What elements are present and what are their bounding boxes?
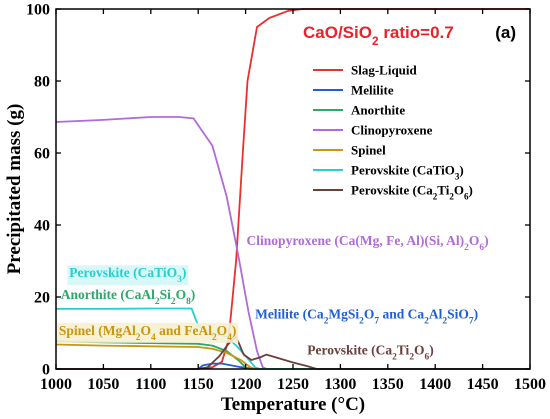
- legend-label-3: Clinopyroxene: [351, 123, 433, 138]
- annotation-box-spinel: [56, 322, 239, 343]
- legend-label-0: Slag-Liquid: [351, 63, 418, 78]
- series-line-4: [56, 343, 530, 370]
- legend-label-4: Spinel: [351, 143, 386, 158]
- x-tick-label-8: 1400: [419, 376, 451, 393]
- x-tick-label-5: 1250: [277, 376, 309, 393]
- y-tick-label-4: 80: [34, 74, 50, 91]
- x-axis-title: Temperature (°C): [221, 394, 365, 415]
- series-line-6: [56, 335, 530, 370]
- x-tick-label-6: 1300: [324, 376, 356, 393]
- annotation-melilite: Melilite (Ca2MgSi2O7 and Ca2Al2SiO7): [255, 307, 478, 327]
- series-line-3: [56, 116, 530, 370]
- y-axis-title: Precipitated mass (g): [4, 104, 25, 275]
- y-tick-label-0: 0: [42, 362, 50, 379]
- legend-label-6: Perovskite (Ca2Ti2O6): [351, 183, 473, 202]
- x-tick-label-4: 1200: [230, 376, 262, 393]
- annotations: Clinopyroxene (Ca(Mg, Fe, Al)(Si, Al)2O6…: [56, 233, 489, 363]
- annotation-anorthite: Anorthite (CaAl2Si2O8): [61, 287, 196, 307]
- series-line-0: [56, 8, 530, 370]
- x-tick-label-2: 1100: [135, 376, 166, 393]
- annotation-perovskite-ca2ti2o6: Perovskite (Ca2Ti2O6): [307, 343, 434, 363]
- x-tick-label-1: 1050: [87, 376, 119, 393]
- annotation-perovskite-catio3: Perovskite (CaTiO3): [69, 265, 186, 285]
- x-tick-label-3: 1150: [183, 376, 214, 393]
- x-tick-label-10: 1500: [514, 376, 546, 393]
- legend: Slag-Liquid Melilite Anorthite Clinopyroxen…: [313, 63, 473, 202]
- y-tick-label-5: 100: [26, 2, 50, 19]
- chart-title-text: CaO/SiO2 ratio=0.7: [303, 23, 454, 48]
- x-tick-label-0: 1000: [40, 376, 72, 393]
- legend-label-1: Melilite: [351, 83, 394, 98]
- annotation-spinel: Spinel (MgAl2O4 and FeAl2O4): [59, 323, 237, 343]
- annotation-box-perovskite-catio3: [67, 265, 189, 286]
- x-tick-label-7: 1350: [372, 376, 404, 393]
- panel-label: (a): [495, 23, 516, 42]
- x-tick-label-9: 1450: [467, 376, 499, 393]
- legend-label-2: Anorthite: [351, 103, 405, 118]
- chart-title: CaO/SiO2 ratio=0.7 (a): [303, 23, 516, 48]
- legend-label-5: Perovskite (CaTiO3): [351, 163, 464, 182]
- y-tick-label-3: 60: [34, 146, 50, 163]
- y-tick-label-2: 40: [34, 218, 50, 235]
- axes: 1000 1050 1100 1150 1200 1250 1300 1350 1400 1450…: [4, 2, 546, 416]
- annotation-clinopyroxene: Clinopyroxene (Ca(Mg, Fe, Al)(Si, Al)2O6…: [247, 233, 489, 253]
- y-tick-label-1: 20: [34, 290, 50, 307]
